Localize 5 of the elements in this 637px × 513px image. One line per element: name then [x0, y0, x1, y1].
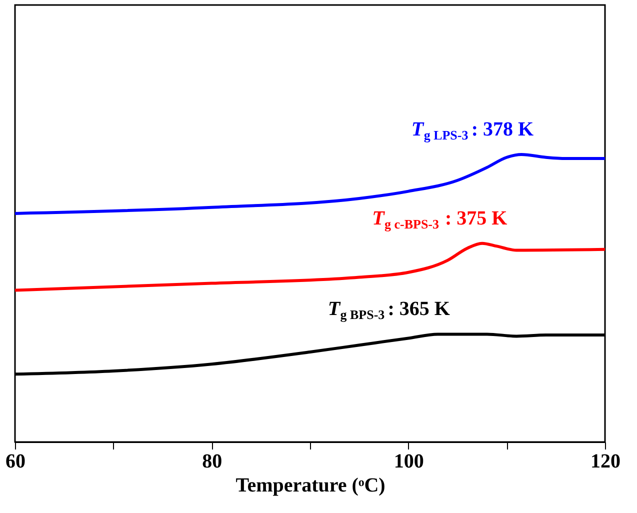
- x-tick-label: 100: [394, 450, 424, 472]
- x-axis-title: Temperature (ᵒC): [236, 474, 386, 496]
- x-tick-label: 60: [6, 450, 26, 472]
- x-tick-label: 80: [202, 450, 222, 472]
- x-tick-label: 120: [590, 450, 620, 472]
